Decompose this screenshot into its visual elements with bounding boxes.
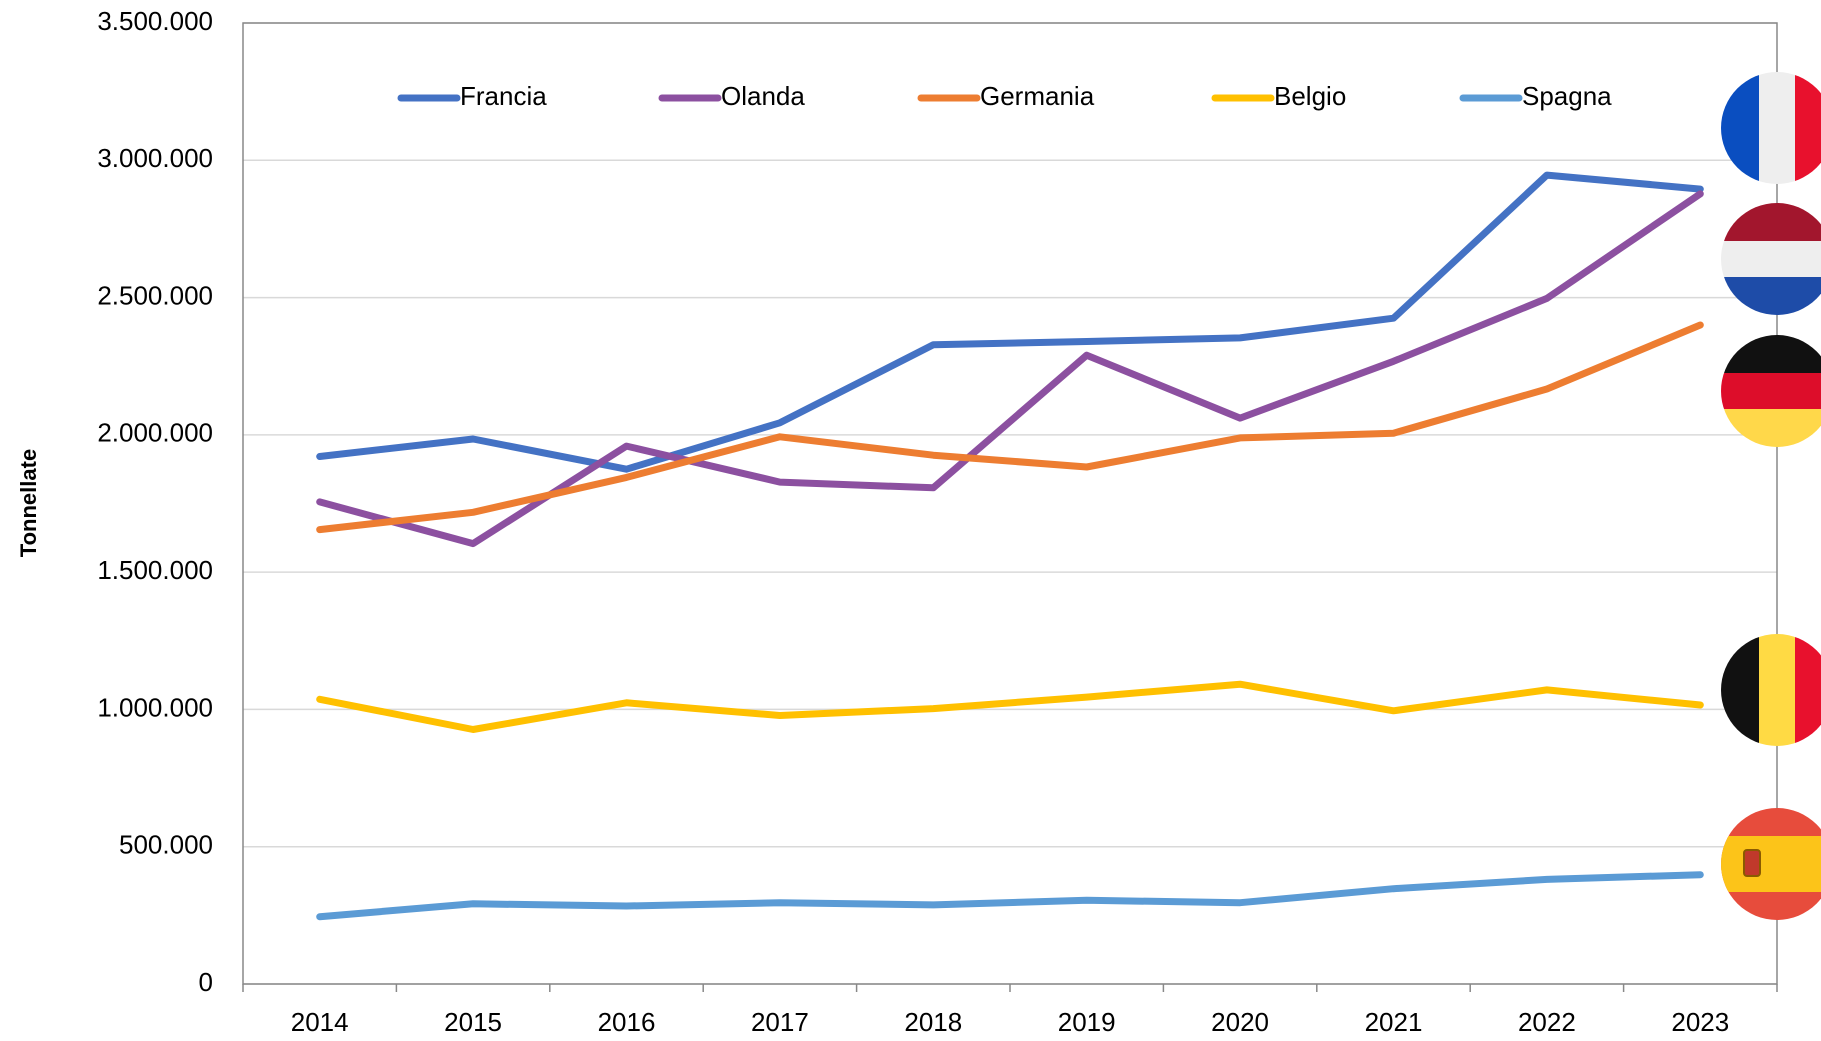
- y-tick-label: 2.000.000: [97, 418, 213, 448]
- x-tick-label: 2023: [1671, 1007, 1729, 1037]
- flag-germany: [1721, 335, 1821, 447]
- series-line: [316, 871, 1704, 921]
- lines: [316, 171, 1704, 921]
- x-tick-label: 2020: [1211, 1007, 1269, 1037]
- series-line: [316, 190, 1704, 548]
- flag-france: [1721, 72, 1821, 184]
- legend-label: Belgio: [1274, 81, 1346, 111]
- x-tick-label: 2014: [291, 1007, 349, 1037]
- y-tick-label: 0: [199, 967, 213, 997]
- plot-frame: [242, 22, 1778, 985]
- y-tick-label: 500.000: [119, 830, 213, 860]
- x-tick-label: 2021: [1365, 1007, 1423, 1037]
- x-tick-label: 2015: [444, 1007, 502, 1037]
- y-tick-label: 2.500.000: [97, 280, 213, 310]
- flags: [1721, 72, 1821, 920]
- x-tick-label: 2016: [598, 1007, 656, 1037]
- y-tick-label: 1.000.000: [97, 692, 213, 722]
- x-tick-label: 2022: [1518, 1007, 1576, 1037]
- x-tick-label: 2018: [904, 1007, 962, 1037]
- y-tick-label: 3.000.000: [97, 143, 213, 173]
- legend-label: Germania: [980, 81, 1095, 111]
- grid: [243, 22, 1777, 985]
- y-tick-label: 1.500.000: [97, 555, 213, 585]
- series-line: [316, 321, 1704, 534]
- legend-label: Francia: [460, 81, 547, 111]
- series-line: [316, 680, 1704, 733]
- flag-belgium: [1721, 634, 1821, 746]
- legend-label: Spagna: [1522, 81, 1612, 111]
- y-tick-label: 3.500.000: [97, 6, 213, 36]
- series-line: [316, 171, 1704, 473]
- y-axis-label: Tonnellate: [16, 449, 41, 557]
- flag-spain: [1721, 808, 1821, 920]
- x-tick-label: 2019: [1058, 1007, 1116, 1037]
- x-tick-label: 2017: [751, 1007, 809, 1037]
- legend-label: Olanda: [721, 81, 805, 111]
